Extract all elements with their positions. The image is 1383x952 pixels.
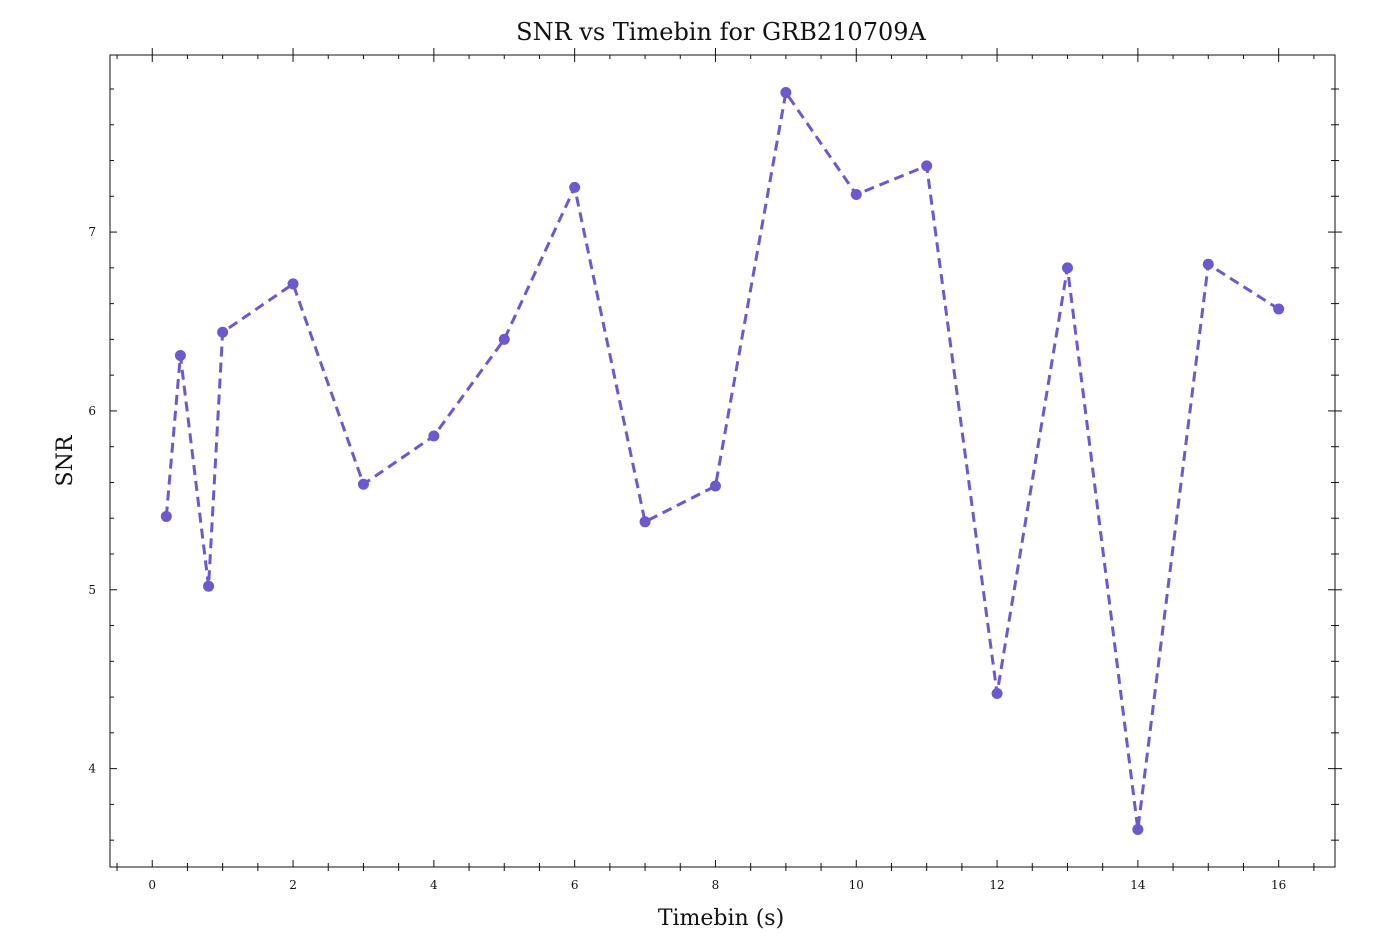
tick-labels: 0 2 4 6 8 10 12 14 16 4 5 6 7	[88, 225, 1286, 892]
data-point	[780, 87, 792, 99]
data-point	[991, 688, 1003, 700]
y-axis-label: SNR	[53, 434, 78, 486]
data-point	[1273, 303, 1285, 315]
chart-title: SNR vs Timebin for GRB210709A	[516, 18, 926, 46]
x-tick-label: 8	[712, 878, 720, 892]
x-tick-label: 2	[289, 878, 297, 892]
y-tick-label: 5	[88, 583, 96, 597]
x-tick-label: 6	[571, 878, 579, 892]
x-tick-label: 0	[148, 878, 156, 892]
data-point	[921, 160, 933, 172]
x-tick-label: 14	[1130, 878, 1146, 892]
y-tick-label: 7	[88, 225, 96, 239]
x-tick-label: 16	[1271, 878, 1286, 892]
x-tick-label: 10	[849, 878, 864, 892]
data-point	[709, 480, 721, 492]
data-point	[498, 333, 510, 345]
x-tick-label: 4	[430, 878, 438, 892]
plot-frame	[109, 54, 1336, 868]
x-tick-label: 12	[989, 878, 1004, 892]
axis-ticks	[110, 48, 1342, 871]
data-point	[569, 181, 581, 193]
data-point	[639, 516, 651, 528]
snr-data-points	[160, 87, 1285, 835]
data-point	[1132, 823, 1144, 835]
data-point	[217, 326, 229, 338]
y-tick-label: 4	[88, 762, 96, 776]
data-point	[203, 580, 215, 592]
data-point	[850, 189, 862, 201]
data-point	[287, 278, 299, 290]
snr-series-line	[164, 88, 1280, 830]
x-axis-label: Timebin (s)	[658, 906, 784, 931]
data-point	[1202, 258, 1214, 270]
data-point	[160, 510, 172, 522]
y-tick-label: 6	[88, 404, 96, 418]
data-point	[174, 349, 186, 361]
data-point	[428, 430, 440, 442]
data-point	[1061, 262, 1073, 274]
data-point	[357, 478, 369, 490]
